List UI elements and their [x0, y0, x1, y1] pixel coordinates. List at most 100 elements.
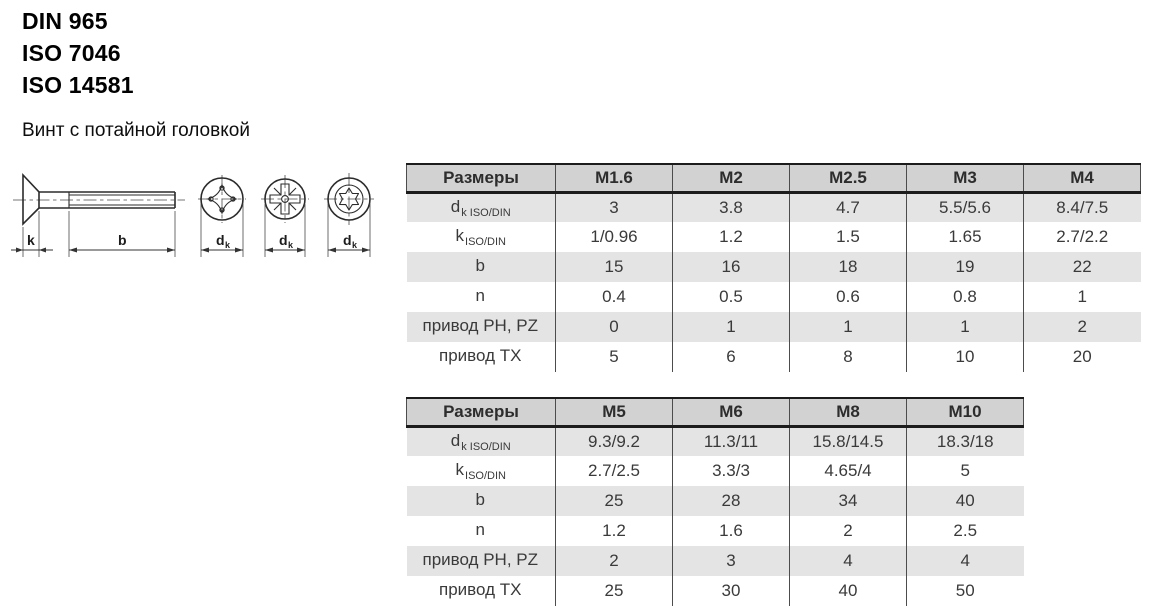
value-cell: 15 — [555, 252, 673, 282]
table-row-n: n 1.2 1.6 2 2.5 — [406, 516, 1024, 546]
value-cell: 2 — [789, 516, 907, 546]
dimension-k: k — [11, 211, 53, 257]
column-header-m2: M2 — [672, 163, 790, 194]
row-label: n — [406, 282, 556, 312]
column-header-m1-6: M1.6 — [555, 163, 673, 194]
dim-label-dk-sub: k — [225, 240, 231, 250]
dimension-b: b — [68, 211, 176, 257]
value-cell: 11.3/11 — [672, 426, 790, 456]
table-row-b: b 15 16 18 19 22 — [406, 252, 1141, 282]
value-cell: 40 — [789, 576, 907, 606]
value-cell: 22 — [1023, 252, 1141, 282]
row-label: kISO/DIN — [406, 222, 556, 252]
value-cell: 1 — [906, 312, 1024, 342]
dim-label-dk: d — [216, 232, 225, 248]
value-cell: 1 — [672, 312, 790, 342]
value-cell: 5.5/5.6 — [906, 192, 1024, 222]
dimension-dk-torx: d k — [327, 204, 371, 257]
table-row-k: kISO/DIN 1/0.96 1.2 1.5 1.65 2.7/2.2 — [406, 222, 1141, 252]
column-header-m5: M5 — [555, 397, 673, 428]
row-label: n — [406, 516, 556, 546]
row-label: b — [406, 252, 556, 282]
value-cell: 1 — [1023, 282, 1141, 312]
value-cell: 8 — [789, 342, 907, 372]
value-cell: 10 — [906, 342, 1024, 372]
dim-label-dk: d — [343, 232, 352, 248]
value-cell: 40 — [906, 486, 1024, 516]
dim-label-b: b — [118, 232, 127, 248]
table-header-row: Размеры M1.6 M2 M2.5 M3 M4 — [406, 163, 1141, 194]
value-cell: 5 — [555, 342, 673, 372]
dim-label-dk: d — [279, 232, 288, 248]
value-cell: 50 — [906, 576, 1024, 606]
table-row-drive-tx: привод TX 25 30 40 50 — [406, 576, 1024, 606]
pozidriv-recess-view: d k — [261, 175, 309, 257]
table-row-n: n 0.4 0.5 0.6 0.8 1 — [406, 282, 1141, 312]
row-label: привод PH, PZ — [406, 546, 556, 576]
table-row-k: kISO/DIN 2.7/2.5 3.3/3 4.65/4 5 — [406, 456, 1024, 486]
value-cell: 3.8 — [672, 192, 790, 222]
value-cell: 0 — [555, 312, 673, 342]
value-cell: 3 — [672, 546, 790, 576]
table-row-b: b 25 28 34 40 — [406, 486, 1024, 516]
value-cell: 8.4/7.5 — [1023, 192, 1141, 222]
value-cell: 1.65 — [906, 222, 1024, 252]
value-cell: 0.4 — [555, 282, 673, 312]
row-label: b — [406, 486, 556, 516]
table-row-dk: dk ISO/DIN 3 3.8 4.7 5.5/5.6 8.4/7.5 — [406, 192, 1141, 222]
value-cell: 20 — [1023, 342, 1141, 372]
value-cell: 19 — [906, 252, 1024, 282]
column-header-m4: M4 — [1023, 163, 1141, 194]
value-cell: 6 — [672, 342, 790, 372]
value-cell: 1/0.96 — [555, 222, 673, 252]
table-row-dk: dk ISO/DIN 9.3/9.2 11.3/11 15.8/14.5 18.… — [406, 426, 1024, 456]
value-cell: 2 — [1023, 312, 1141, 342]
dim-label-k: k — [27, 232, 35, 248]
sizes-table-small: Размеры M1.6 M2 M2.5 M3 M4 dk ISO/DIN 3 … — [406, 163, 1141, 372]
value-cell: 28 — [672, 486, 790, 516]
value-cell: 0.6 — [789, 282, 907, 312]
value-cell: 25 — [555, 486, 673, 516]
value-cell: 34 — [789, 486, 907, 516]
value-cell: 4 — [906, 546, 1024, 576]
value-cell: 4.7 — [789, 192, 907, 222]
row-label: dk ISO/DIN — [406, 426, 556, 456]
value-cell: 3 — [555, 192, 673, 222]
value-cell: 3.3/3 — [672, 456, 790, 486]
value-cell: 18.3/18 — [906, 426, 1024, 456]
dim-label-dk-sub: k — [352, 240, 358, 250]
value-cell: 30 — [672, 576, 790, 606]
phillips-recess-view: d k — [198, 175, 246, 257]
value-cell: 2.7/2.5 — [555, 456, 673, 486]
value-cell: 2 — [555, 546, 673, 576]
row-label: привод PH, PZ — [406, 312, 556, 342]
column-header-m3: M3 — [906, 163, 1024, 194]
technical-drawing: k b d k — [11, 172, 374, 257]
column-header-m6: M6 — [672, 397, 790, 428]
value-cell: 4 — [789, 546, 907, 576]
value-cell: 5 — [906, 456, 1024, 486]
value-cell: 1.2 — [555, 516, 673, 546]
torx-recess-view: d k — [324, 173, 374, 257]
value-cell: 0.5 — [672, 282, 790, 312]
value-cell: 0.8 — [906, 282, 1024, 312]
column-header-sizes: Размеры — [406, 163, 556, 194]
dimension-dk-phillips: d k — [200, 204, 244, 257]
sizes-table-large: Размеры M5 M6 M8 M10 dk ISO/DIN 9.3/9.2 … — [406, 397, 1024, 606]
row-label: kISO/DIN — [406, 456, 556, 486]
screw-side-view-drawing: k b — [11, 172, 185, 257]
column-header-sizes: Размеры — [406, 397, 556, 428]
standard-din: DIN 965 — [22, 8, 108, 34]
value-cell: 2.5 — [906, 516, 1024, 546]
value-cell: 1.5 — [789, 222, 907, 252]
table-row-drive-ph-pz: привод PH, PZ 2 3 4 4 — [406, 546, 1024, 576]
value-cell: 2.7/2.2 — [1023, 222, 1141, 252]
column-header-m8: M8 — [789, 397, 907, 428]
table-header-row: Размеры M5 M6 M8 M10 — [406, 397, 1024, 428]
row-label: dk ISO/DIN — [406, 192, 556, 222]
row-label: привод TX — [406, 576, 556, 606]
standard-iso-7046: ISO 7046 — [22, 40, 121, 66]
value-cell: 1 — [789, 312, 907, 342]
value-cell: 4.65/4 — [789, 456, 907, 486]
standard-iso-14581: ISO 14581 — [22, 72, 134, 98]
